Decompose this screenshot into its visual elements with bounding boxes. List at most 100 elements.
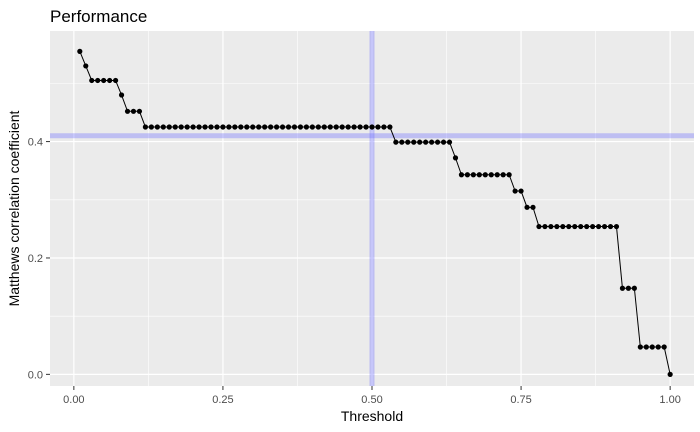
data-point	[458, 172, 465, 178]
data-point	[554, 223, 560, 230]
data-point	[434, 139, 441, 145]
data-point	[327, 124, 333, 130]
data-point	[339, 124, 345, 130]
data-point	[238, 124, 244, 130]
data-point	[321, 124, 327, 130]
data-point	[124, 108, 131, 114]
data-point	[399, 139, 405, 145]
data-point	[470, 172, 476, 178]
x-axis-title: Threshold	[341, 408, 403, 424]
data-point	[512, 188, 518, 194]
data-point	[256, 124, 262, 130]
data-point	[250, 124, 256, 130]
data-point	[643, 344, 649, 350]
x-tick-label: 0.75	[510, 394, 531, 406]
x-tick-label: 0.00	[63, 394, 84, 406]
data-point	[160, 124, 166, 130]
data-point	[387, 124, 393, 130]
data-point	[244, 124, 250, 130]
data-point	[452, 155, 459, 161]
data-point	[303, 124, 310, 130]
data-point	[142, 124, 149, 130]
grid-major	[50, 31, 694, 386]
series-points	[77, 48, 673, 377]
data-point	[381, 124, 387, 130]
y-tick-label: 0.4	[28, 137, 43, 149]
reference-lines	[50, 31, 694, 386]
data-point	[560, 223, 566, 230]
data-point	[89, 77, 95, 84]
data-point	[112, 77, 119, 84]
data-point	[446, 139, 453, 145]
data-point	[190, 124, 196, 130]
data-point	[417, 139, 423, 145]
data-point	[291, 124, 298, 130]
data-point	[148, 124, 154, 130]
data-point	[500, 172, 506, 178]
data-point	[297, 124, 304, 130]
data-point	[584, 223, 590, 230]
data-point	[405, 139, 411, 145]
data-point	[518, 188, 524, 194]
data-point	[351, 124, 357, 130]
data-point	[118, 92, 125, 98]
x-axis-ticks: 0.00 0.25 0.50 0.75 1.00	[63, 386, 681, 406]
data-point	[429, 139, 435, 145]
data-point	[268, 124, 274, 130]
data-point	[590, 223, 596, 230]
x-tick-label: 0.25	[212, 394, 233, 406]
data-point	[136, 108, 143, 114]
data-point	[566, 223, 572, 230]
y-tick-label: 0.0	[28, 369, 43, 381]
data-point	[285, 124, 292, 130]
data-point	[345, 124, 351, 130]
data-point	[548, 223, 554, 230]
data-point	[357, 124, 363, 130]
data-point	[279, 124, 286, 130]
data-point	[637, 344, 643, 350]
y-axis-ticks: 0.0 0.2 0.4	[28, 137, 50, 381]
data-point	[411, 139, 417, 145]
data-point	[196, 124, 202, 130]
data-point	[77, 48, 83, 54]
data-point	[631, 285, 637, 291]
data-point	[369, 124, 375, 130]
data-point	[178, 124, 184, 130]
data-point	[95, 77, 101, 84]
x-tick-label: 0.50	[361, 394, 382, 406]
data-point	[595, 223, 602, 230]
data-point	[625, 285, 632, 291]
data-point	[202, 124, 208, 130]
data-point	[166, 124, 172, 130]
data-point	[530, 204, 536, 210]
data-point	[208, 124, 214, 130]
data-point	[309, 124, 315, 130]
data-point	[107, 77, 113, 84]
data-point	[542, 223, 548, 230]
data-point	[524, 204, 530, 210]
data-point	[226, 124, 232, 130]
data-point	[506, 172, 512, 178]
data-point	[214, 124, 220, 130]
data-point	[232, 124, 238, 130]
x-tick-label: 1.00	[659, 394, 680, 406]
y-tick-label: 0.2	[28, 253, 43, 265]
data-point	[578, 223, 584, 230]
data-point	[649, 344, 655, 350]
data-point	[601, 223, 608, 230]
data-point	[655, 344, 661, 350]
data-point	[572, 223, 578, 230]
data-point	[488, 172, 494, 178]
data-point	[393, 139, 399, 145]
data-point	[619, 285, 626, 291]
y-axis-title: Matthews correlation coefficient	[6, 110, 22, 306]
data-point	[83, 63, 89, 69]
data-point	[607, 223, 614, 230]
data-point	[613, 223, 620, 230]
data-point	[130, 108, 137, 114]
data-point	[333, 124, 339, 130]
data-point	[262, 124, 268, 130]
data-point	[101, 77, 107, 84]
data-point	[315, 124, 321, 130]
